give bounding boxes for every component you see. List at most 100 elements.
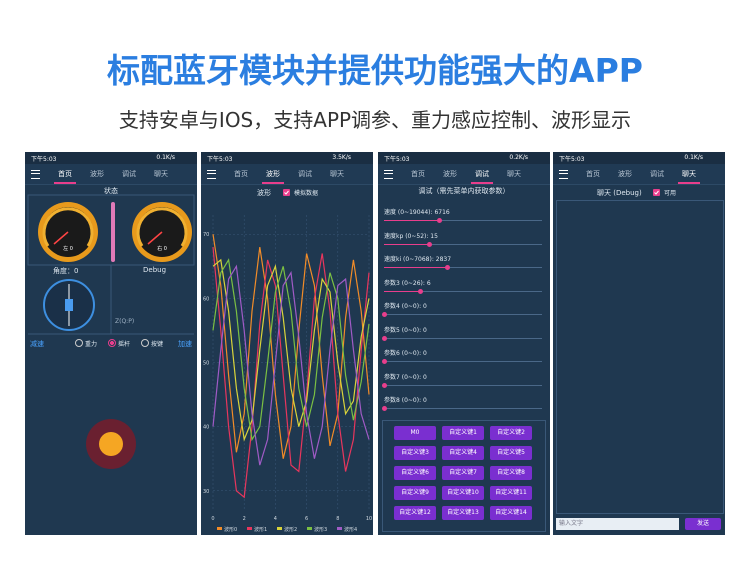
slider-label: 参数4 (0~0): 0	[384, 303, 427, 310]
tab[interactable]: 首页	[411, 170, 425, 178]
section-title: 调试（需先菜单内获取参数）	[418, 187, 510, 195]
menu-line	[384, 173, 393, 174]
section-title: 聊天 (Debug)	[597, 189, 642, 197]
phone-screen: 下午5:03 0.2K/s 首页 波形 调试 聊天 调试（需先菜单内获取参数） 速度 (0~1…	[378, 152, 550, 535]
slider-track	[384, 361, 542, 362]
tab[interactable]: 波形	[618, 170, 632, 178]
accel-button[interactable]: 加速	[178, 340, 192, 348]
custom-button[interactable]: 自定义键1	[442, 426, 484, 440]
x-tick-label: 10	[366, 516, 372, 522]
slider-label: 参数6 (0~0): 0	[384, 350, 427, 357]
radio-label[interactable]: 摇杆	[118, 341, 131, 348]
tab[interactable]: 波形	[266, 170, 280, 178]
tab[interactable]: 聊天	[507, 170, 521, 178]
tab[interactable]: 调试	[122, 170, 136, 178]
tab[interactable]: 首页	[234, 170, 248, 178]
slider-label: 速度ki (0~7068): 2837	[384, 256, 452, 263]
slider-fill	[384, 290, 421, 292]
phone-screen: 下午5:03 0.1K/s 首页 波形 调试 聊天 聊天 (Debug) 可用 输入文字 发送	[553, 152, 725, 535]
tab[interactable]: 聊天	[330, 170, 344, 178]
slider-knob[interactable]	[381, 312, 387, 317]
slider-knob[interactable]	[381, 382, 387, 388]
radio[interactable]	[108, 339, 116, 347]
status-bar: 下午5:03 3.5K/s	[201, 152, 373, 164]
slider-knob[interactable]	[381, 359, 387, 364]
tab[interactable]: 波形	[443, 170, 457, 178]
slider-knob[interactable]	[427, 241, 433, 247]
custom-button[interactable]: 自定义键4	[442, 446, 484, 460]
menu-icon[interactable]	[31, 170, 40, 179]
tab[interactable]: 调试	[298, 170, 312, 178]
gauge-needle	[53, 231, 69, 245]
y-tick-label: 60	[203, 296, 209, 302]
button-panel	[382, 420, 546, 532]
menu-icon[interactable]	[559, 170, 568, 179]
legend-swatch	[247, 527, 252, 530]
wave-chart: 30 40 50 60 70 0 2 4 6 8 10 波形0 波形1 波形2 波形3 波形4	[203, 215, 372, 533]
tab[interactable]: 调试	[475, 170, 489, 178]
custom-button[interactable]: 自定义键8	[490, 466, 532, 480]
custom-button[interactable]: 自定义键2	[490, 426, 532, 440]
angle-label: 角度：0	[53, 267, 79, 275]
tab[interactable]: 首页	[58, 170, 72, 178]
status-speed: 0.1K/s	[156, 154, 175, 161]
tab[interactable]: 聊天	[682, 170, 696, 178]
custom-button[interactable]: 自定义键14	[490, 506, 532, 520]
custom-button[interactable]: 自定义键7	[442, 466, 484, 480]
checkbox-label[interactable]: 模拟数据	[294, 190, 319, 197]
menu-icon[interactable]	[384, 170, 393, 179]
radio-label[interactable]: 重力	[85, 341, 98, 348]
status-bar: 下午5:03 0.1K/s	[25, 152, 197, 164]
slider-track	[384, 384, 542, 386]
send-button[interactable]: 发送	[685, 518, 721, 530]
custom-button[interactable]: 自定义键12	[394, 506, 436, 520]
legend-swatch	[217, 527, 222, 530]
custom-button[interactable]: 自定义键3	[394, 446, 436, 460]
gauge-arc	[42, 207, 94, 247]
slider-knob[interactable]	[444, 265, 450, 270]
slider-track	[384, 408, 542, 409]
checkbox-label[interactable]: 可用	[664, 190, 677, 197]
tab-bar: 首页 波形 调试 聊天	[201, 164, 373, 185]
tab[interactable]: 聊天	[154, 170, 168, 178]
custom-button[interactable]: 自定义键9	[394, 486, 436, 500]
tab[interactable]: 波形	[90, 170, 104, 178]
custom-button[interactable]: 自定义键11	[490, 486, 532, 500]
gauge-arc	[136, 207, 188, 247]
gauge-value: 右 0	[157, 245, 167, 252]
x-tick-label: 4	[274, 516, 277, 522]
legend-label: 波形1	[254, 526, 267, 533]
custom-button[interactable]: 自定义键13	[442, 506, 484, 520]
tab[interactable]: 调试	[650, 170, 664, 178]
slider-fill	[384, 243, 430, 245]
chat-input[interactable]: 输入文字	[556, 518, 679, 530]
slider-knob[interactable]	[381, 406, 387, 411]
radio[interactable]	[141, 339, 149, 347]
x-tick-label: 0	[211, 516, 214, 522]
menu-line	[207, 173, 216, 174]
wave-line	[212, 258, 370, 442]
radio[interactable]	[75, 339, 83, 347]
y-tick-label: 40	[203, 425, 209, 431]
slider-knob[interactable]	[437, 218, 443, 223]
checkbox[interactable]	[653, 189, 660, 196]
y-tick-label: 50	[203, 361, 209, 367]
custom-button[interactable]: 自定义键6	[394, 466, 436, 480]
custom-button[interactable]: M0	[394, 426, 436, 440]
menu-icon[interactable]	[207, 170, 216, 179]
custom-button[interactable]: 自定义键10	[442, 486, 484, 500]
tab[interactable]: 首页	[586, 170, 600, 178]
wave-line	[212, 264, 370, 466]
radio-label[interactable]: 按键	[151, 341, 164, 348]
slider-knob[interactable]	[381, 335, 387, 341]
gauge-value: 左 0	[63, 245, 73, 252]
slider-label: 参数8 (0~0): 0	[384, 397, 427, 404]
phone-screen: 下午5:03 0.1K/s 首页 波形 调试 聊天 状态左 0 右 0 角度：0 Debug Z(Q…	[25, 152, 197, 535]
checkbox[interactable]	[283, 189, 290, 196]
legend-swatch	[277, 527, 282, 530]
slider-fill	[384, 220, 440, 221]
custom-button[interactable]: 自定义键5	[490, 446, 532, 460]
legend-label: 波形0	[224, 526, 237, 533]
slider-knob[interactable]	[417, 288, 423, 294]
decel-button[interactable]: 减速	[30, 340, 44, 348]
